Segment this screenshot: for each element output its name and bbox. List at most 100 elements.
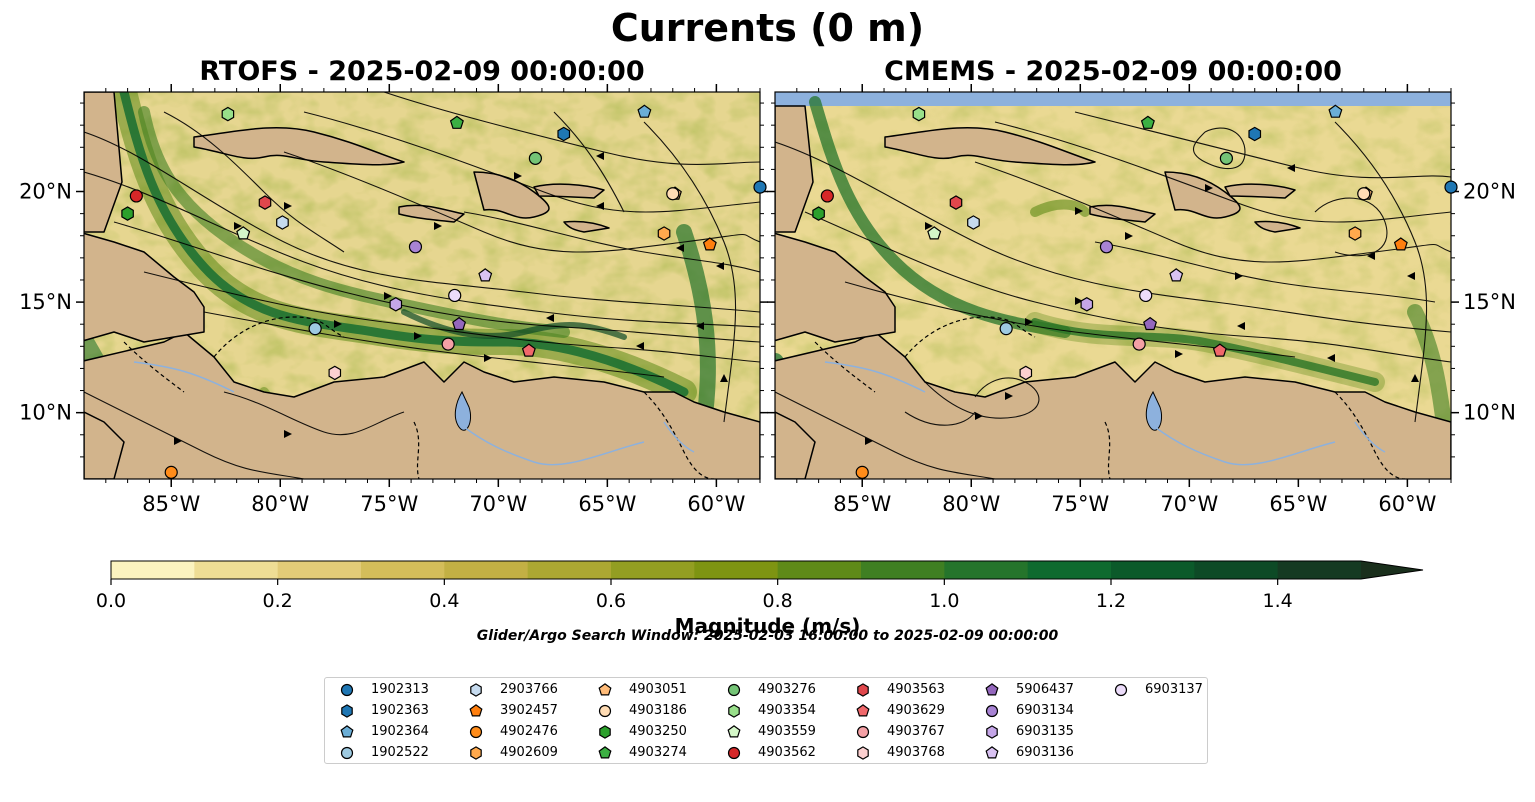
cmems-panel-title: CMEMS - 2025-02-09 00:00:00: [884, 56, 1342, 87]
float-marker-1902522: [308, 322, 322, 336]
legend-marker-icon: [1114, 683, 1128, 697]
float-marker-4903186: [666, 187, 680, 201]
float-marker-2903766: [967, 215, 980, 230]
legend-marker-6903137: [1114, 683, 1128, 697]
colorbar-segment: [1277, 561, 1362, 579]
float-marker-6903136: [478, 268, 493, 282]
colorbar-segment: [1111, 561, 1195, 579]
colorbar-tick-label: 0.8: [763, 590, 793, 612]
float-marker-6903137: [1139, 288, 1153, 303]
float-marker-3902457: [702, 237, 717, 251]
float-marker-4903767: [1132, 337, 1146, 351]
legend-marker-icon: [599, 725, 611, 739]
lon-tick-label: 65°W: [578, 492, 636, 516]
legend-marker-4903563: [857, 683, 869, 697]
float-marker-4903767: [441, 337, 455, 351]
float-marker-2903766: [276, 215, 289, 230]
legend-marker-4903767: [856, 725, 870, 739]
float-marker-4903629: [1212, 343, 1227, 357]
float-marker-4902476: [164, 465, 178, 479]
legend-label: 1902522: [371, 745, 429, 760]
float-marker-6903136: [1169, 268, 1184, 282]
legend-marker-icon: [727, 746, 741, 760]
lat-tick-label: 15°N: [19, 290, 72, 314]
float-marker-4903274: [449, 115, 464, 129]
legend-marker-4903768: [857, 746, 869, 760]
rtofs-panel-title: RTOFS - 2025-02-09 00:00:00: [199, 56, 645, 87]
float-marker-4903563: [949, 195, 963, 210]
float-marker-4903274: [1140, 115, 1155, 129]
legend-marker-4903274: [598, 746, 612, 759]
legend-marker-icon: [469, 704, 483, 717]
rtofs-streamline-arrows: [174, 152, 728, 445]
float-marker-1902364: [1328, 104, 1343, 118]
legend-marker-icon: [598, 746, 612, 759]
legend-label: 4903250: [629, 724, 687, 739]
float-marker-6903134: [408, 240, 423, 254]
figure-title: Currents (0 m): [610, 6, 925, 50]
legend-label: 1902364: [371, 724, 429, 739]
float-marker-6903135: [389, 297, 403, 312]
lon-tick-label: 65°W: [1269, 492, 1327, 516]
legend-label: 4903767: [887, 724, 945, 739]
legend-label: 4903354: [758, 703, 816, 718]
rtofs-borders: [123, 316, 715, 479]
colorbar-label: Magnitude (m/s): [674, 614, 861, 638]
colorbar-tick-label: 0.2: [263, 590, 293, 612]
lon-tick-label: 75°W: [1051, 492, 1109, 516]
cmems-map: [775, 92, 1451, 479]
colorbar-segment: [611, 561, 695, 579]
lon-tick-label: 75°W: [360, 492, 418, 516]
float-marker-4902609: [657, 226, 671, 241]
legend-label: 4903559: [758, 724, 816, 739]
legend-marker-3902457: [469, 704, 483, 717]
float-marker-6903134: [1099, 240, 1114, 254]
legend-marker-icon: [340, 683, 354, 697]
lon-tick-label: 60°W: [687, 492, 745, 516]
float-marker-4903354: [912, 106, 926, 122]
legend-label: 4903563: [887, 682, 945, 697]
float-marker-4903354: [221, 106, 235, 122]
colorbar-segment: [944, 561, 1029, 579]
legend-marker-icon: [598, 704, 612, 718]
legend-marker-icon: [470, 746, 482, 760]
lat-tick-label: 20°N: [19, 180, 72, 204]
lon-tick-label: 70°W: [469, 492, 527, 516]
legend-marker-1902522: [340, 746, 354, 760]
legend-marker-icon: [340, 746, 354, 760]
rtofs-land: [84, 92, 760, 479]
legend-marker-1902364: [340, 725, 354, 738]
legend-label: 4903562: [758, 745, 816, 760]
legend-marker-4903186: [598, 704, 612, 718]
colorbar-tick-label: 0.4: [429, 590, 459, 612]
float-marker-4903276: [1219, 151, 1233, 165]
legend-label: 1902363: [371, 703, 429, 718]
cmems-land: [775, 105, 1451, 479]
legend-label: 4903274: [629, 745, 687, 760]
cmems-missing-data-band: [775, 92, 1451, 106]
float-marker-5906437: [452, 316, 467, 331]
float-marker-4902609: [1348, 226, 1362, 241]
float-marker-6903135: [1080, 297, 1094, 312]
colorbar-extend-arrow: [1361, 561, 1423, 579]
float-marker-1902313: [753, 180, 767, 194]
legend-label: 6903136: [1016, 745, 1074, 760]
float-marker-4903562: [129, 189, 143, 203]
colorbar-segment: [194, 561, 279, 579]
colorbar-segment: [694, 561, 779, 579]
legend-marker-4903276: [727, 683, 741, 697]
legend-marker-icon: [727, 683, 741, 697]
cmems-borders: [814, 316, 1406, 479]
cmems-streamlines: [775, 111, 1451, 479]
legend-marker-4903354: [728, 704, 740, 718]
cmems-water-bodies: [1145, 390, 1163, 431]
float-markers: [121, 104, 1458, 479]
legend-marker-icon: [470, 683, 482, 697]
legend-label: 4903051: [629, 682, 687, 697]
lat-tick-label: 10°N: [1463, 401, 1516, 425]
legend-marker-icon: [856, 725, 870, 739]
legend-marker-2903766: [470, 683, 482, 697]
legend-marker-4903629: [856, 704, 870, 717]
colorbar-segment: [527, 561, 612, 579]
